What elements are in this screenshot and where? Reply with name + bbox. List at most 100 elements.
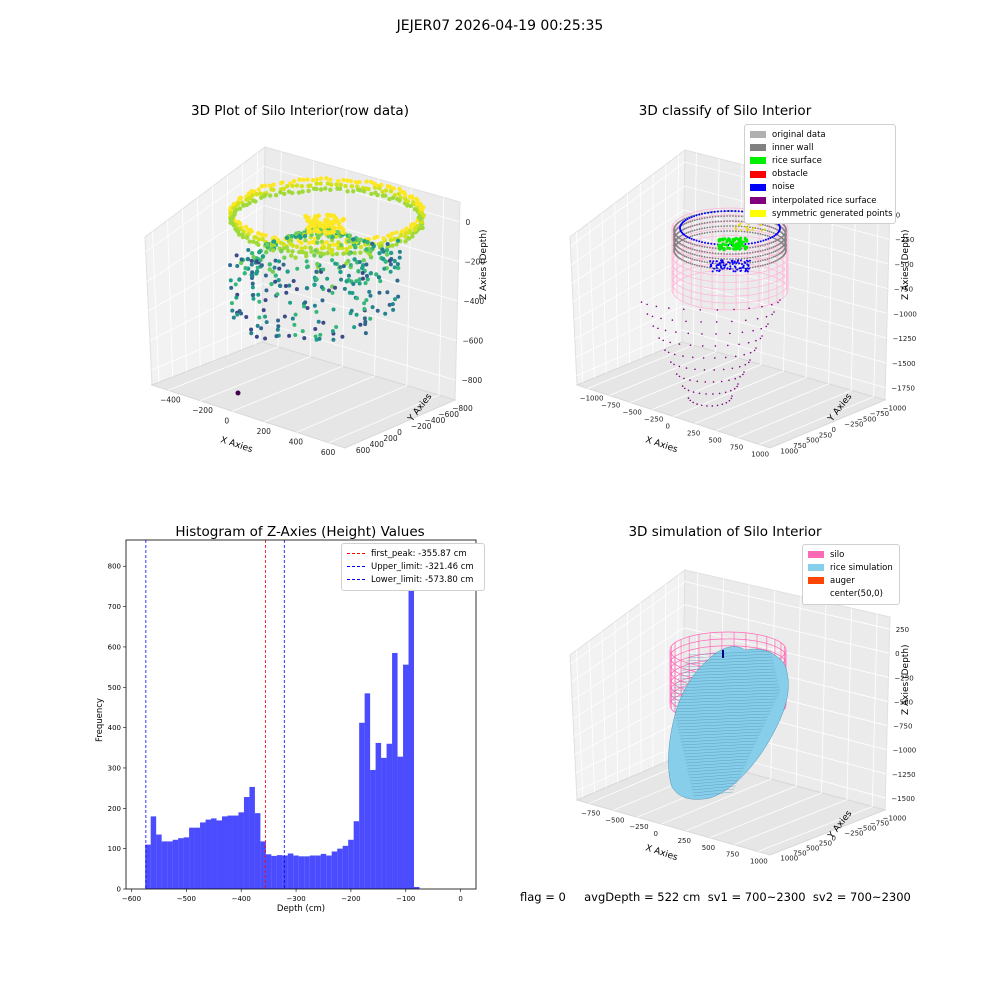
- interpolated-point: [651, 315, 654, 318]
- rice-surface-point: [728, 247, 732, 250]
- interpolated-point: [668, 307, 670, 309]
- inner-wall-point: [683, 222, 686, 225]
- inner-wall-point: [703, 246, 706, 248]
- data-point: [353, 245, 358, 250]
- inner-wall-point: [706, 231, 709, 234]
- histogram-bar: [375, 742, 382, 889]
- y-tick-label: 400: [108, 724, 121, 732]
- histogram-bar: [145, 844, 151, 889]
- inner-wall-point: [743, 257, 746, 260]
- noise-point: [716, 260, 719, 263]
- data-point: [338, 269, 343, 275]
- data-point: [343, 261, 349, 266]
- inner-wall-point: [706, 261, 709, 264]
- inner-wall-point: [693, 253, 696, 256]
- data-point: [290, 190, 295, 196]
- mesh-line: [676, 719, 767, 725]
- histogram-bar: [392, 652, 398, 889]
- data-point: [375, 192, 380, 198]
- data-point: [271, 187, 276, 193]
- inner-wall-point: [746, 262, 749, 264]
- legend-label: noise: [772, 182, 795, 193]
- data-point: [294, 244, 300, 249]
- data-point: [305, 305, 310, 310]
- inner-wall-point: [777, 248, 780, 251]
- inner-wall-point: [683, 217, 686, 220]
- data-point: [321, 245, 327, 250]
- data-point: [368, 248, 373, 254]
- data-point: [261, 308, 266, 313]
- data-point: [270, 243, 275, 248]
- legend-item: interpolated rice surface: [750, 194, 890, 207]
- rice-surface-point: [737, 241, 741, 245]
- data-point: [254, 334, 259, 339]
- interpolated-point: [728, 379, 730, 382]
- inner-wall-point: [726, 215, 728, 217]
- data-point: [365, 277, 370, 282]
- rice-surface-point: [739, 236, 743, 240]
- data-point: [271, 239, 277, 244]
- data-point: [313, 248, 318, 253]
- inner-wall-point: [762, 223, 764, 226]
- inner-wall-point: [737, 252, 740, 255]
- data-point: [241, 229, 246, 234]
- noise-point: [739, 267, 742, 270]
- mesh-line: [672, 701, 776, 707]
- rice-surface-point: [745, 238, 749, 242]
- data-point: [292, 322, 297, 327]
- histogram-bar: [222, 816, 228, 889]
- data-point: [324, 176, 329, 181]
- y-tick-label: 1000: [780, 855, 798, 863]
- inner-wall-point: [764, 258, 767, 261]
- data-point: [263, 336, 268, 341]
- inner-wall-point: [764, 253, 767, 256]
- inner-wall-point: [757, 227, 759, 230]
- data-point: [330, 219, 336, 225]
- symmetric-point: [759, 224, 762, 227]
- data-point: [250, 281, 255, 286]
- data-point: [323, 186, 328, 191]
- interpolated-point: [716, 309, 719, 311]
- noise-point: [710, 211, 713, 214]
- interpolated-point: [714, 357, 716, 359]
- symmetric-point: [746, 226, 749, 229]
- z-tick-label: −400: [464, 297, 485, 306]
- data-point: [339, 277, 344, 282]
- noise-point: [733, 260, 736, 263]
- inner-wall-point: [754, 261, 757, 263]
- interpolated-point: [722, 368, 725, 371]
- inner-wall-point: [698, 218, 701, 220]
- x-tick-label: −200: [341, 895, 360, 903]
- inner-wall-point: [766, 243, 769, 246]
- mesh-line: [670, 692, 780, 698]
- data-point: [363, 322, 368, 327]
- data-point: [405, 199, 411, 204]
- inner-wall-point: [777, 253, 780, 256]
- histogram-bar: [238, 812, 244, 889]
- noise-point: [718, 261, 721, 264]
- symmetric-point: [734, 226, 737, 229]
- inner-wall-point: [777, 239, 780, 242]
- data-point: [318, 181, 323, 186]
- histogram-bar: [211, 818, 217, 889]
- data-point: [249, 331, 254, 336]
- interpolated-point: [692, 401, 694, 404]
- data-point: [281, 186, 287, 191]
- data-point: [278, 284, 283, 289]
- interpolated-point: [714, 345, 717, 347]
- mesh-line: [693, 791, 733, 797]
- data-point: [302, 233, 308, 239]
- mesh-line: [677, 722, 766, 728]
- data-point: [352, 250, 357, 256]
- interpolated-point: [724, 391, 727, 394]
- inner-wall-point: [706, 266, 709, 269]
- interpolated-point: [664, 329, 667, 332]
- data-point: [314, 277, 319, 282]
- interpolated-point: [736, 385, 738, 388]
- inner-wall-point: [717, 267, 720, 270]
- data-point: [388, 237, 394, 243]
- histogram-bar: [320, 853, 327, 889]
- inner-wall-point: [732, 230, 734, 232]
- inner-wall-point: [749, 226, 751, 229]
